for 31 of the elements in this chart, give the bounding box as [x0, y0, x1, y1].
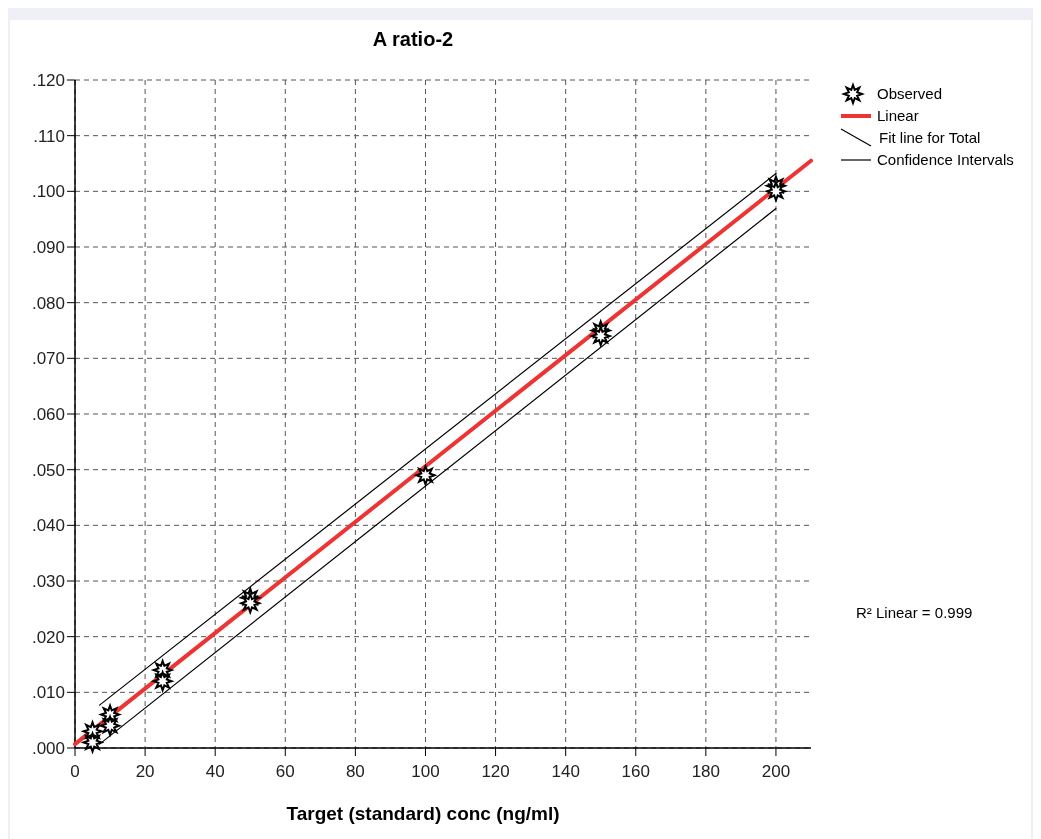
x-tick-label: 20 [135, 762, 155, 781]
y-tick-label: .070 [31, 349, 65, 369]
y-tick-label: .100 [31, 182, 65, 202]
y-tick-label: .030 [31, 572, 65, 591]
legend-label: Observed [877, 85, 943, 102]
y-tick-label: .050 [31, 460, 65, 480]
y-tick-label: .110 [33, 126, 65, 146]
y-tick-label: .080 [31, 293, 65, 313]
y-tick-label: .020 [31, 627, 65, 647]
y-tick-label: .010 [31, 683, 65, 703]
x-tick-label: 180 [691, 762, 721, 781]
text: Fit line for Total [879, 129, 981, 146]
x-tick-label: 100 [411, 762, 440, 781]
y-tick-label: .060 [31, 405, 65, 424]
x-tick-label: 40 [205, 762, 225, 781]
chart-title: A ratio-2 [372, 28, 454, 50]
y-tick-label: .000 [31, 739, 65, 758]
y-tick-label: .040 [31, 516, 65, 536]
x-axis-title: Target (standard) conc (ng/ml) [286, 803, 560, 824]
legend-label: Confidence Intervals [877, 151, 1014, 168]
y-tick-label: .120 [31, 71, 65, 90]
x-tick-label: 120 [481, 762, 510, 781]
legend-label: Linear [877, 107, 919, 124]
text: R² Linear = 0.999 [856, 604, 973, 621]
x-tick-label: 0 [70, 762, 80, 781]
x-tick-label: 140 [551, 762, 580, 781]
y-tick-label: .090 [31, 238, 65, 257]
x-tick-label: 60 [275, 762, 295, 781]
x-tick-label: 160 [621, 762, 650, 781]
x-tick-label: 200 [761, 762, 791, 781]
x-tick-label: 80 [345, 762, 365, 781]
